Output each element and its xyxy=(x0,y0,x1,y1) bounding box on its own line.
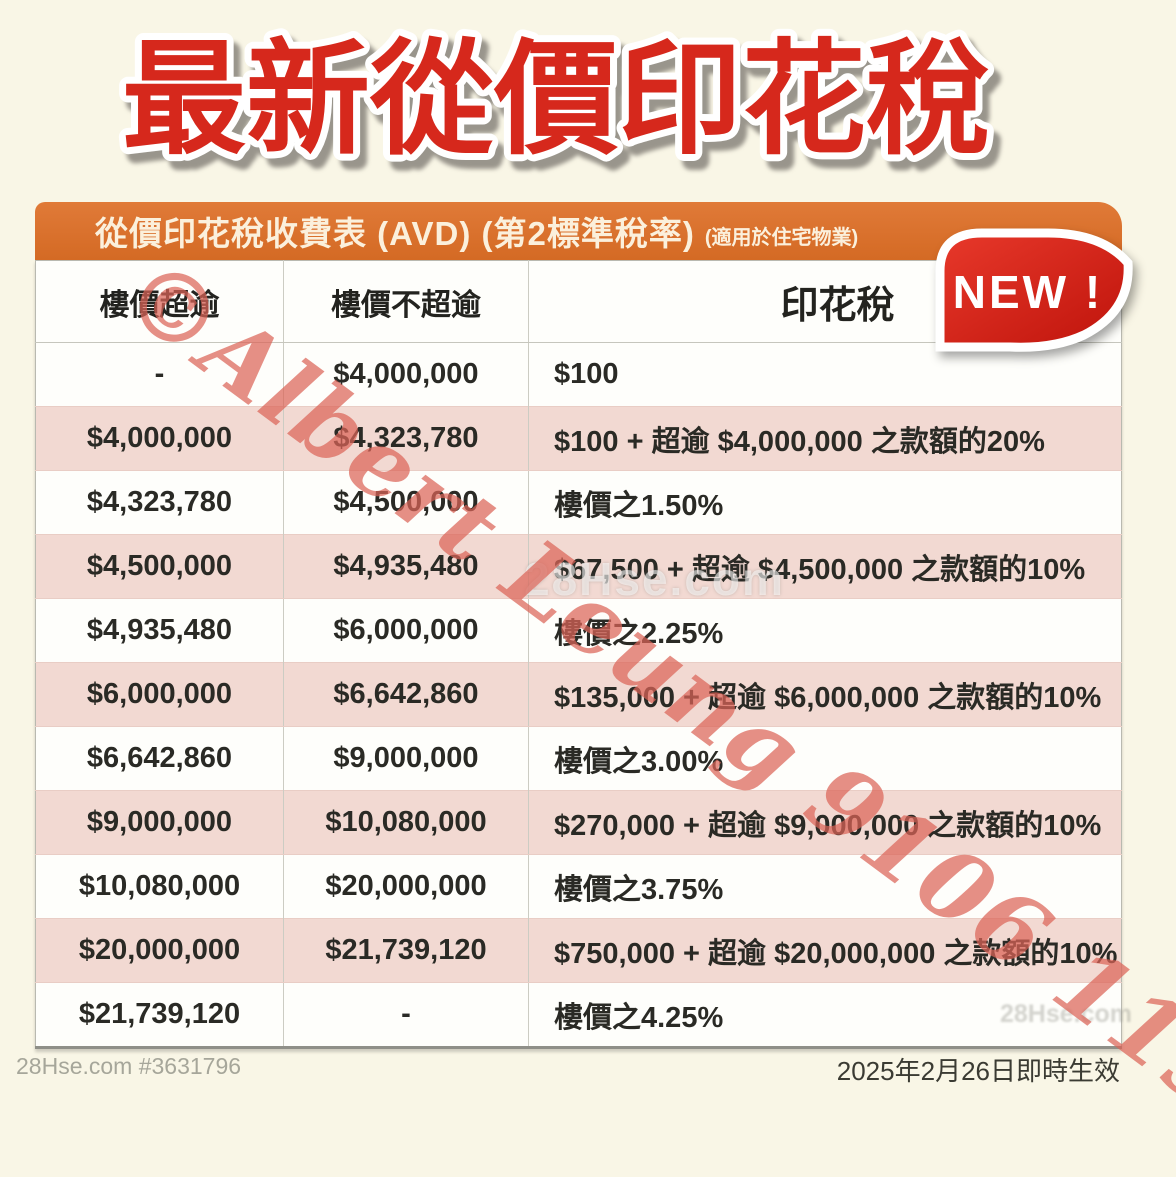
cell-price-not-over: $10,080,000 xyxy=(283,790,529,855)
table-row: $10,080,000 $20,000,000 樓價之3.75% xyxy=(36,854,1122,919)
page-title-text: 最新從價印花稅 xyxy=(122,31,990,169)
footer-source-text: 28Hse.com #3631796 xyxy=(16,1053,242,1079)
cell-price-not-over: $4,000,000 xyxy=(283,342,529,407)
new-badge-label: NEW ! xyxy=(953,266,1103,318)
cell-price-over: $10,080,000 xyxy=(78,870,241,902)
table-head: 樓價超逾 樓價不超逾 印花稅 xyxy=(35,260,1122,343)
cell-stamp-duty: $100 xyxy=(528,342,1122,407)
cell-stamp-duty: $135,000 + 超逾 $6,000,000 之款額的10% xyxy=(528,662,1122,727)
cell-price-not-over: $4,935,480 xyxy=(283,534,529,599)
cell-price-not-over: $20,000,000 xyxy=(283,854,529,919)
table-row: $9,000,000 $10,080,000 $270,000 + 超逾 $9,… xyxy=(35,790,1122,855)
cell-price-over: $9,000,000 xyxy=(35,790,284,855)
cell-price-not-over: $4,323,780 xyxy=(283,406,529,471)
cell-price-over: - xyxy=(154,358,165,390)
stamp-duty-sheet: 從價印花稅收費表 (AVD) (第2標準稅率) (適用於住宅物業) 樓價超逾 樓… xyxy=(35,202,1122,1049)
cell-price-over: $4,500,000 xyxy=(35,534,284,599)
cell-stamp-duty: 樓價之1.50% xyxy=(528,470,1122,535)
table-row: $21,739,120 - 樓價之4.25% xyxy=(36,982,1122,1048)
table-row: $4,323,780 $4,500,000 樓價之1.50% xyxy=(36,470,1122,535)
table-header-title: 從價印花稅收費表 (AVD) (第2標準稅率) xyxy=(95,215,695,252)
page-title-svg: 最新從價印花稅 xyxy=(115,24,997,176)
table-row: $4,000,000 $4,323,780 $100 + 超逾 $4,000,0… xyxy=(35,406,1122,471)
cell-price-over: $4,935,480 xyxy=(86,614,233,646)
cell-price-not-over: $6,000,000 xyxy=(283,598,529,663)
cell-stamp-duty: 樓價之4.25% xyxy=(528,982,1122,1048)
column-header-price-not-over: 樓價不超逾 xyxy=(283,260,529,343)
cell-price-over: $4,323,780 xyxy=(86,486,233,518)
cell-price-over: $20,000,000 xyxy=(35,918,284,983)
table-row: $4,500,000 $4,935,480 $67,500 + 超逾 $4,50… xyxy=(35,534,1122,599)
new-badge: NEW ! xyxy=(924,219,1138,361)
table-row: - $4,000,000 $100 xyxy=(36,342,1122,407)
column-header-price-over: 樓價超逾 xyxy=(35,260,284,343)
table-row: $20,000,000 $21,739,120 $750,000 + 超逾 $2… xyxy=(35,918,1122,983)
cell-price-not-over: $4,500,000 xyxy=(283,470,529,535)
cell-price-over: $4,000,000 xyxy=(35,406,284,471)
stamp-duty-table: 樓價超逾 樓價不超逾 印花稅 - $4,000,000 $100 $4,000,… xyxy=(35,260,1122,1049)
cell-stamp-duty: 樓價之3.00% xyxy=(528,726,1122,791)
cell-stamp-duty: 樓價之2.25% xyxy=(528,598,1122,663)
cell-stamp-duty: $270,000 + 超逾 $9,000,000 之款額的10% xyxy=(528,790,1122,855)
table-body: - $4,000,000 $100 $4,000,000 $4,323,780 … xyxy=(35,342,1122,1048)
table-header-subtitle: (適用於住宅物業) xyxy=(704,226,859,249)
new-badge-shape: NEW ! xyxy=(935,228,1133,352)
cell-price-over: $21,739,120 xyxy=(78,998,241,1030)
cell-price-over: $6,000,000 xyxy=(35,662,284,727)
cell-price-over: $6,642,860 xyxy=(86,742,233,774)
cell-price-not-over: $21,739,120 xyxy=(283,918,529,983)
footer-effective-date: 2025年2月26日即時生效 xyxy=(836,1056,1120,1086)
cell-price-not-over: $9,000,000 xyxy=(283,726,529,791)
cell-stamp-duty: 樓價之3.75% xyxy=(528,854,1122,919)
table-row: $6,642,860 $9,000,000 樓價之3.00% xyxy=(36,726,1122,791)
cell-price-not-over: $6,642,860 xyxy=(283,662,529,727)
cell-stamp-duty: $100 + 超逾 $4,000,000 之款額的20% xyxy=(528,406,1122,471)
cell-stamp-duty: $67,500 + 超逾 $4,500,000 之款額的10% xyxy=(528,534,1122,599)
table-row: $4,935,480 $6,000,000 樓價之2.25% xyxy=(36,598,1122,663)
table-header-row: 樓價超逾 樓價不超逾 印花稅 xyxy=(35,260,1122,343)
cell-stamp-duty: $750,000 + 超逾 $20,000,000 之款額的10% xyxy=(528,918,1122,983)
cell-price-not-over: - xyxy=(283,982,529,1048)
table-header-bar: 從價印花稅收費表 (AVD) (第2標準稅率) (適用於住宅物業) xyxy=(35,202,1122,260)
page-title: 最新從價印花稅 xyxy=(0,6,1176,192)
table-row: $6,000,000 $6,642,860 $135,000 + 超逾 $6,0… xyxy=(35,662,1122,727)
